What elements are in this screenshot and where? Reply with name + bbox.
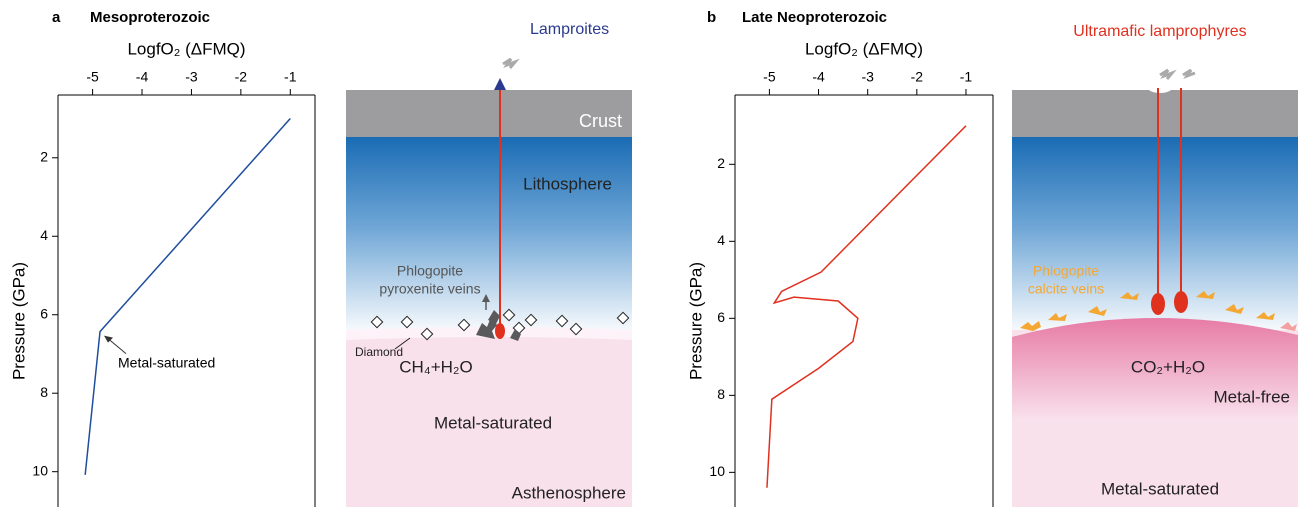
x-tick-label: -1 bbox=[284, 69, 297, 85]
label: Phlogopite bbox=[397, 263, 463, 279]
x-tick-label: -5 bbox=[763, 69, 776, 85]
x-tick-label: -4 bbox=[136, 69, 149, 85]
data-line bbox=[767, 126, 966, 488]
x-axis-label: LogfO₂ (ΔFMQ) bbox=[127, 39, 245, 58]
label: Metal-free bbox=[1213, 387, 1290, 406]
y-axis-label: Pressure (GPa) bbox=[686, 262, 705, 380]
label: Crust bbox=[579, 111, 622, 131]
figure: a Mesoproterozoic b Late Neoproterozoic bbox=[0, 0, 1314, 507]
label: Metal-saturated bbox=[434, 413, 552, 432]
label: CO₂+H₂O bbox=[1131, 357, 1205, 376]
annotation: Metal-saturated bbox=[118, 354, 215, 370]
y-tick-label: 6 bbox=[717, 309, 725, 325]
panel-letter: a bbox=[52, 9, 61, 26]
annotation-arrow bbox=[108, 339, 126, 354]
y-axis-label: Pressure (GPa) bbox=[9, 262, 28, 380]
volcano bbox=[494, 78, 506, 90]
x-tick-label: -2 bbox=[911, 69, 924, 85]
x-tick-label: -3 bbox=[185, 69, 198, 85]
panel-letter: b bbox=[707, 9, 716, 26]
melt bbox=[1174, 291, 1188, 313]
x-tick-label: -1 bbox=[960, 69, 973, 85]
y-tick-label: 8 bbox=[40, 384, 48, 400]
label: Lamproites bbox=[530, 21, 609, 38]
diagram-a: Lamproites Crust Lithosphere Phlogopite … bbox=[346, 21, 632, 507]
label: Ultramafic lamprophyres bbox=[1073, 23, 1246, 40]
y-tick-label: 2 bbox=[717, 155, 725, 171]
panel-title: Mesoproterozoic bbox=[90, 9, 210, 26]
label: Metal-saturated bbox=[1101, 479, 1219, 498]
label: Lithosphere bbox=[523, 174, 612, 193]
diagram-b: Ultramafic lamprophyres Phlogopite calci… bbox=[1012, 23, 1298, 507]
data-line bbox=[85, 119, 290, 475]
label: pyroxenite veins bbox=[379, 281, 480, 297]
x-tick-label: -3 bbox=[861, 69, 874, 85]
y-tick-label: 4 bbox=[717, 232, 725, 248]
x-tick-label: -2 bbox=[235, 69, 248, 85]
x-axis-label: LogfO₂ (ΔFMQ) bbox=[805, 39, 923, 58]
vent bbox=[1148, 83, 1172, 93]
label: Diamond bbox=[355, 345, 403, 359]
label: CH₄+H₂O bbox=[399, 357, 473, 376]
label: Asthenosphere bbox=[512, 483, 626, 502]
label: calcite veins bbox=[1028, 281, 1104, 297]
y-tick-label: 6 bbox=[40, 305, 48, 321]
crust bbox=[1012, 90, 1298, 137]
y-tick-label: 10 bbox=[709, 463, 725, 479]
y-tick-label: 10 bbox=[32, 462, 48, 478]
x-tick-label: -4 bbox=[812, 69, 825, 85]
lithosphere bbox=[346, 137, 632, 337]
y-tick-label: 4 bbox=[40, 227, 48, 243]
panel-title: Late Neoproterozoic bbox=[742, 9, 887, 26]
y-tick-label: 8 bbox=[717, 386, 725, 402]
plume bbox=[1160, 70, 1195, 79]
label: Phlogopite bbox=[1033, 263, 1099, 279]
x-tick-label: -5 bbox=[86, 69, 99, 85]
melt bbox=[1151, 293, 1165, 315]
plume bbox=[503, 59, 515, 68]
y-tick-label: 2 bbox=[40, 148, 48, 164]
